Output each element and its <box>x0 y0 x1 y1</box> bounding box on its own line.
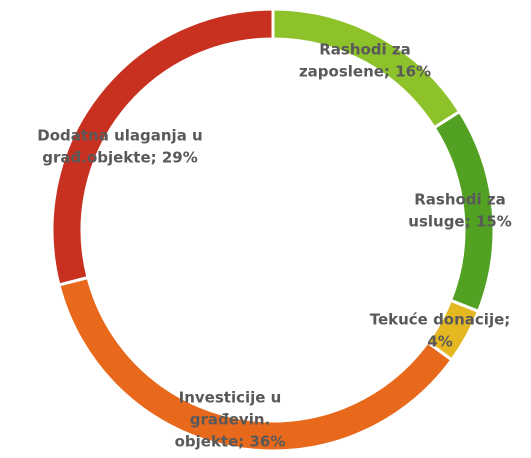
donut-segment <box>432 109 496 314</box>
data-label: Rashodi za <box>319 41 411 59</box>
data-label: Tekuće donacije; <box>370 311 511 329</box>
data-label: Investicije u <box>179 389 282 407</box>
data-label: zaposlene; 16% <box>299 63 431 81</box>
data-label: objekte; 36% <box>175 433 286 451</box>
donut-segment <box>50 7 275 287</box>
data-label: građevin. <box>190 411 270 429</box>
data-label: 4% <box>427 333 452 351</box>
data-label: građ.objekte; 29% <box>42 149 198 167</box>
data-label: Rashodi za <box>414 191 506 209</box>
data-label: usluge; 15% <box>408 213 511 231</box>
data-label: Dodatna ulaganja u <box>37 127 202 145</box>
